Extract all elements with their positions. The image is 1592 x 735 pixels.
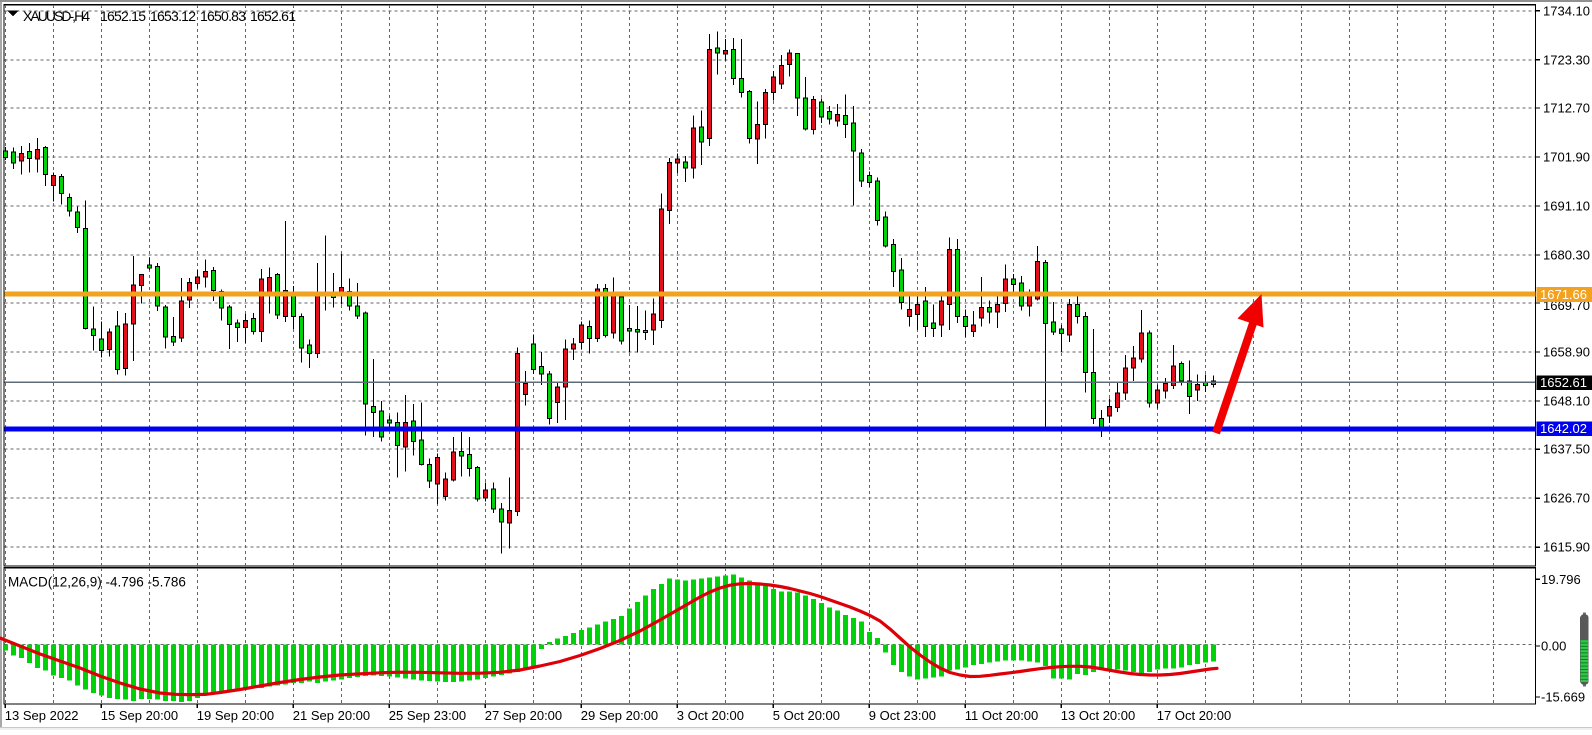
svg-text:13 Oct 20:00: 13 Oct 20:00: [1061, 708, 1135, 723]
svg-text:1734.10: 1734.10: [1543, 3, 1590, 18]
svg-text:XAUUSD-,H4: XAUUSD-,H4: [23, 8, 90, 24]
svg-text:1652.61: 1652.61: [250, 8, 296, 24]
svg-text:11 Oct 20:00: 11 Oct 20:00: [965, 708, 1038, 723]
svg-text:1658.90: 1658.90: [1543, 345, 1590, 360]
svg-text:1615.90: 1615.90: [1543, 540, 1590, 555]
svg-text:17 Oct 20:00: 17 Oct 20:00: [1157, 708, 1231, 723]
svg-text:1648.10: 1648.10: [1543, 394, 1590, 409]
svg-text:15 Sep 20:00: 15 Sep 20:00: [101, 708, 178, 723]
svg-text:1652.15: 1652.15: [100, 8, 146, 24]
svg-text:1671.66: 1671.66: [1540, 287, 1587, 302]
svg-text:21 Sep 20:00: 21 Sep 20:00: [293, 708, 370, 723]
svg-text:1680.30: 1680.30: [1543, 247, 1590, 262]
svg-text:13 Sep 2022: 13 Sep 2022: [5, 708, 79, 723]
svg-text:1691.10: 1691.10: [1543, 198, 1590, 213]
svg-text:19 Sep 20:00: 19 Sep 20:00: [197, 708, 274, 723]
svg-text:3 Oct 20:00: 3 Oct 20:00: [677, 708, 744, 723]
svg-text:9 Oct 23:00: 9 Oct 23:00: [869, 708, 936, 723]
svg-text:1653.12: 1653.12: [150, 8, 196, 24]
svg-text:1626.70: 1626.70: [1543, 491, 1590, 506]
svg-text:19.796: 19.796: [1541, 572, 1581, 587]
svg-text:29 Sep 20:00: 29 Sep 20:00: [581, 708, 658, 723]
svg-text:1712.70: 1712.70: [1543, 100, 1590, 115]
svg-text:MACD(12,26,9) -4.796 -5.786: MACD(12,26,9) -4.796 -5.786: [8, 575, 186, 590]
svg-text:25 Sep 23:00: 25 Sep 23:00: [389, 708, 466, 723]
svg-text:27 Sep 20:00: 27 Sep 20:00: [485, 708, 562, 723]
svg-text:5 Oct 20:00: 5 Oct 20:00: [773, 708, 840, 723]
svg-text:1637.50: 1637.50: [1543, 442, 1590, 457]
svg-text:1652.61: 1652.61: [1540, 375, 1587, 390]
svg-text:1701.90: 1701.90: [1543, 149, 1590, 164]
svg-text:1642.02: 1642.02: [1540, 421, 1587, 436]
svg-text:1650.83: 1650.83: [200, 8, 246, 24]
svg-text:1723.30: 1723.30: [1543, 52, 1590, 67]
svg-text:-15.669: -15.669: [1541, 690, 1585, 705]
svg-text:0.00: 0.00: [1541, 639, 1566, 654]
